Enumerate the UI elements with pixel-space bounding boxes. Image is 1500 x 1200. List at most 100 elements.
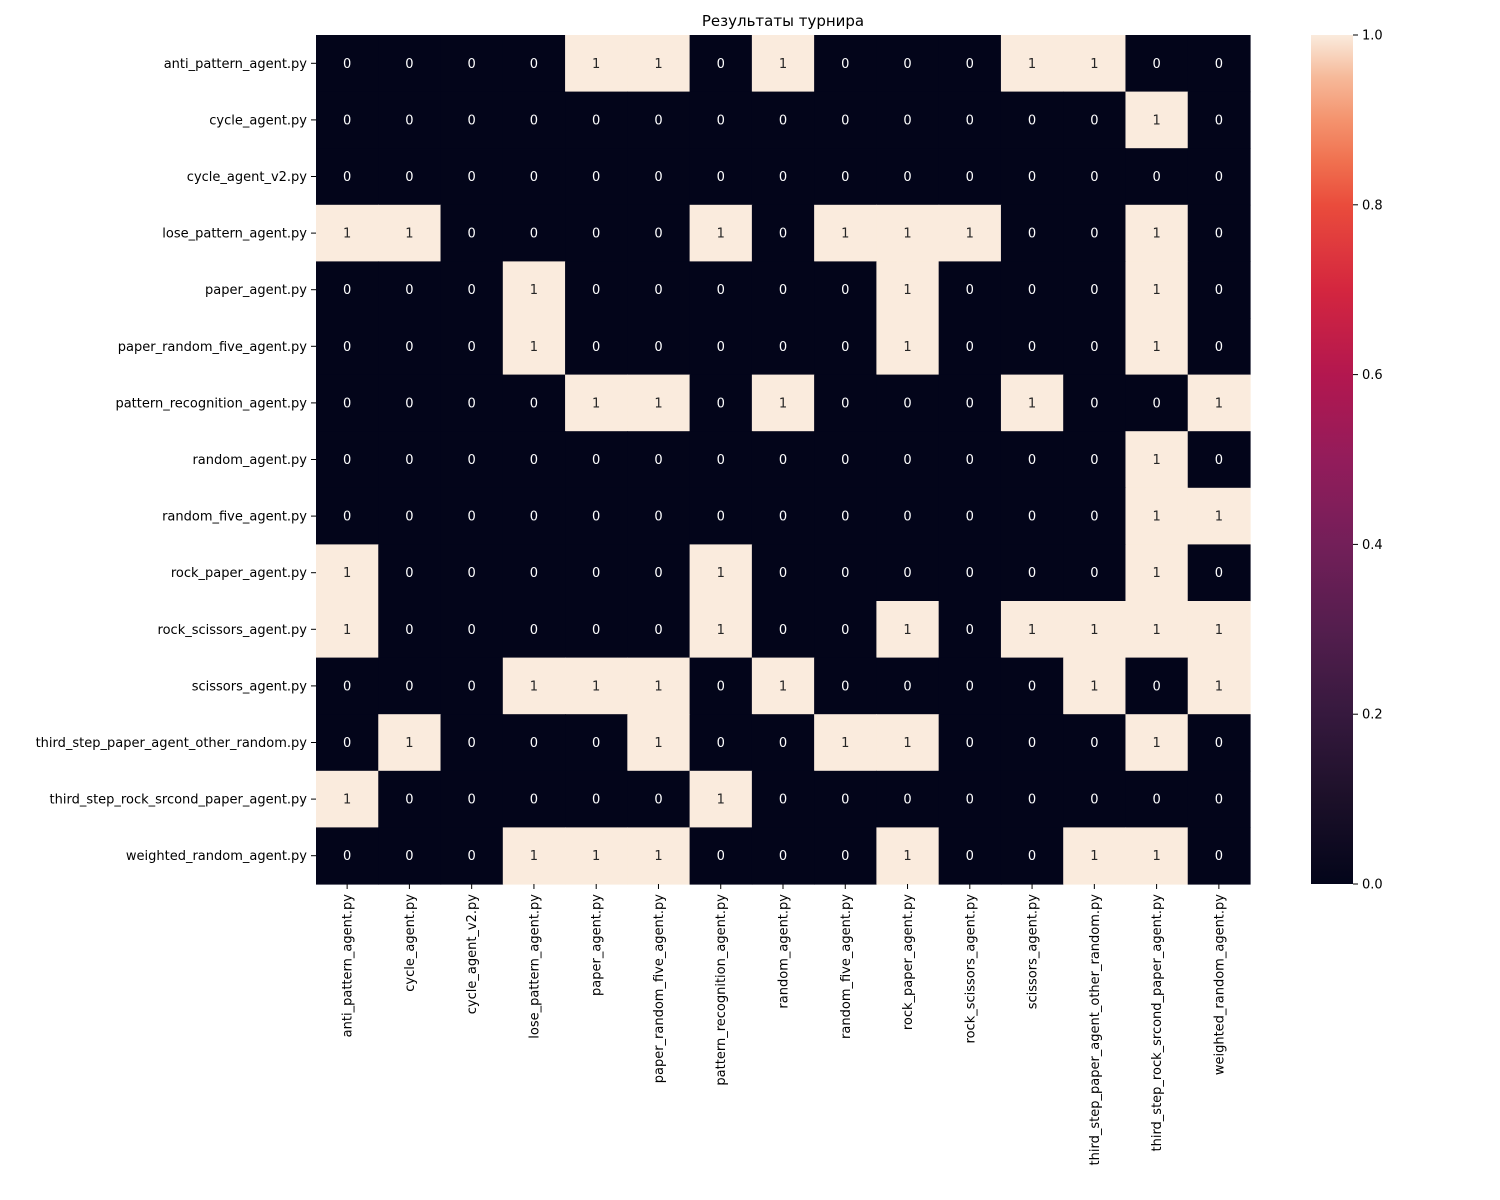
heatmap-cell xyxy=(876,544,940,602)
heatmap-cell xyxy=(689,657,753,715)
column-label: pattern_recognition_agent.py xyxy=(714,894,729,1086)
heatmap-cell xyxy=(1187,431,1251,489)
heatmap-cell xyxy=(1063,487,1127,545)
heatmap-cell xyxy=(876,657,940,715)
heatmap-cell xyxy=(876,35,940,93)
cell-value-label: 1 xyxy=(966,227,974,242)
cell-value-label: 0 xyxy=(779,623,787,638)
heatmap-cell xyxy=(565,487,628,545)
heatmap-cell xyxy=(316,148,379,206)
heatmap-cell xyxy=(689,374,753,432)
heatmap-cell xyxy=(316,374,379,432)
heatmap-cell xyxy=(938,487,1002,545)
cell-value-label: 0 xyxy=(841,170,849,185)
cell-value-label: 0 xyxy=(841,113,849,128)
heatmap-cell xyxy=(627,827,691,885)
heatmap-cell xyxy=(565,544,628,602)
heatmap-cell xyxy=(1187,261,1251,319)
cell-value-label: 0 xyxy=(966,396,974,411)
column-label: scissors_agent.py xyxy=(1026,894,1041,1010)
heatmap-cell xyxy=(502,91,566,149)
cell-value-label: 0 xyxy=(1090,566,1098,581)
cell-value-label: 0 xyxy=(468,793,476,808)
heatmap-cell xyxy=(1063,91,1127,149)
heatmap-cell xyxy=(627,91,691,149)
heatmap-cell xyxy=(502,35,566,93)
heatmap-cell xyxy=(1125,431,1189,489)
cell-value-label: 0 xyxy=(405,566,413,581)
heatmap-cell xyxy=(627,261,691,319)
column-label: weighted_random_agent.py xyxy=(1212,894,1227,1075)
cell-value-label: 0 xyxy=(654,113,662,128)
cell-value-label: 0 xyxy=(841,510,849,525)
heatmap-cell xyxy=(814,91,877,149)
cell-value-label: 1 xyxy=(1215,510,1223,525)
cell-value-label: 0 xyxy=(468,510,476,525)
heatmap-cell xyxy=(1000,827,1064,885)
colorbar-tick-label: 0.0 xyxy=(1362,878,1383,893)
cell-value-label: 0 xyxy=(841,566,849,581)
cell-value-label: 1 xyxy=(1090,623,1098,638)
cell-value-label: 0 xyxy=(530,736,538,751)
cell-value-label: 0 xyxy=(966,170,974,185)
cell-value-label: 0 xyxy=(654,283,662,298)
cell-value-label: 0 xyxy=(343,340,351,355)
cell-value-label: 0 xyxy=(343,170,351,185)
cell-value-label: 0 xyxy=(468,113,476,128)
heatmap-cell xyxy=(938,148,1002,206)
heatmap-annotations: 0 0 0 0 1 1 0 1 0 0 0 1 1 0 0 0 0 0 0 0 0 0 0 0 0 0 0 0 1 0 0 0 0 0 0 0 0 0 0 0… xyxy=(343,57,1223,864)
heatmap-cell xyxy=(876,204,940,262)
heatmap-cell xyxy=(938,770,1002,828)
cell-value-label: 0 xyxy=(966,453,974,468)
heatmap-cell xyxy=(1125,657,1189,715)
cell-value-label: 0 xyxy=(343,679,351,694)
cell-value-label: 0 xyxy=(717,736,725,751)
heatmap-cell xyxy=(378,318,442,376)
heatmap-cell xyxy=(1000,714,1064,772)
colorbar-ticks: 0.0 0.2 0.4 0.6 0.8 1.0 xyxy=(1353,29,1383,893)
heatmap-cell xyxy=(502,770,566,828)
cell-value-label: 0 xyxy=(592,793,600,808)
row-label: rock_paper_agent.py xyxy=(171,566,307,581)
cell-value-label: 1 xyxy=(903,340,911,355)
heatmap-cell xyxy=(1000,770,1064,828)
cell-value-label: 1 xyxy=(592,57,600,72)
row-label: pattern_recognition_agent.py xyxy=(115,396,307,411)
heatmap-cell xyxy=(814,657,877,715)
heatmap-cell xyxy=(689,204,753,262)
cell-value-label: 0 xyxy=(717,679,725,694)
cell-value-label: 1 xyxy=(779,679,787,694)
colorbar-tick-label: 0.2 xyxy=(1362,708,1383,723)
heatmap-cell xyxy=(1125,827,1189,885)
cell-value-label: 0 xyxy=(405,453,413,468)
heatmap-cell xyxy=(1000,601,1064,659)
cell-value-label: 0 xyxy=(1152,57,1160,72)
cell-value-label: 0 xyxy=(1028,113,1036,128)
heatmap-cell xyxy=(565,148,628,206)
heatmap-cell xyxy=(627,148,691,206)
row-label: paper_random_five_agent.py xyxy=(118,340,308,355)
cell-value-label: 0 xyxy=(343,736,351,751)
heatmap-cell xyxy=(938,204,1002,262)
cell-value-label: 1 xyxy=(343,623,351,638)
cell-value-label: 0 xyxy=(405,396,413,411)
cell-value-label: 1 xyxy=(343,227,351,242)
column-label: rock_scissors_agent.py xyxy=(963,894,978,1044)
cell-value-label: 1 xyxy=(530,849,538,864)
heatmap-cell xyxy=(751,487,815,545)
cell-value-label: 0 xyxy=(841,283,849,298)
heatmap-cell xyxy=(1187,657,1251,715)
colorbar-tick-label: 0.4 xyxy=(1362,538,1383,553)
heatmap-cell xyxy=(1187,204,1251,262)
heatmap-cell xyxy=(1063,431,1127,489)
heatmap-cell xyxy=(316,261,379,319)
heatmap-cell xyxy=(814,261,877,319)
heatmap-cell xyxy=(938,827,1002,885)
cell-value-label: 0 xyxy=(1090,396,1098,411)
cell-value-label: 0 xyxy=(1215,566,1223,581)
heatmap-cell xyxy=(1187,91,1251,149)
heatmap-cell xyxy=(1000,374,1064,432)
heatmap-cell xyxy=(316,827,379,885)
heatmap-cell xyxy=(502,601,566,659)
heatmap-cell xyxy=(316,657,379,715)
